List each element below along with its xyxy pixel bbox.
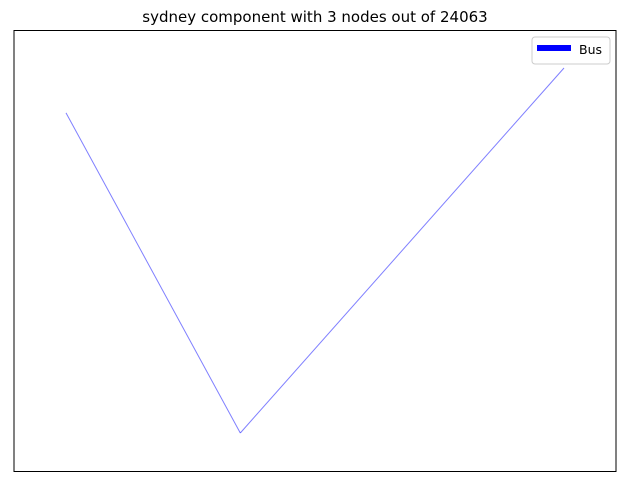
edge-n1-n2 <box>65 112 241 434</box>
legend-swatch-bus <box>537 45 571 51</box>
edges-layer <box>65 67 565 434</box>
figure-title: sydney component with 3 nodes out of 240… <box>142 8 487 26</box>
plot-area <box>13 30 617 472</box>
legend-label-bus: Bus <box>579 42 602 57</box>
axes-frame <box>13 30 617 472</box>
legend: Bus <box>531 36 611 65</box>
edge-n2-n3 <box>239 67 565 434</box>
